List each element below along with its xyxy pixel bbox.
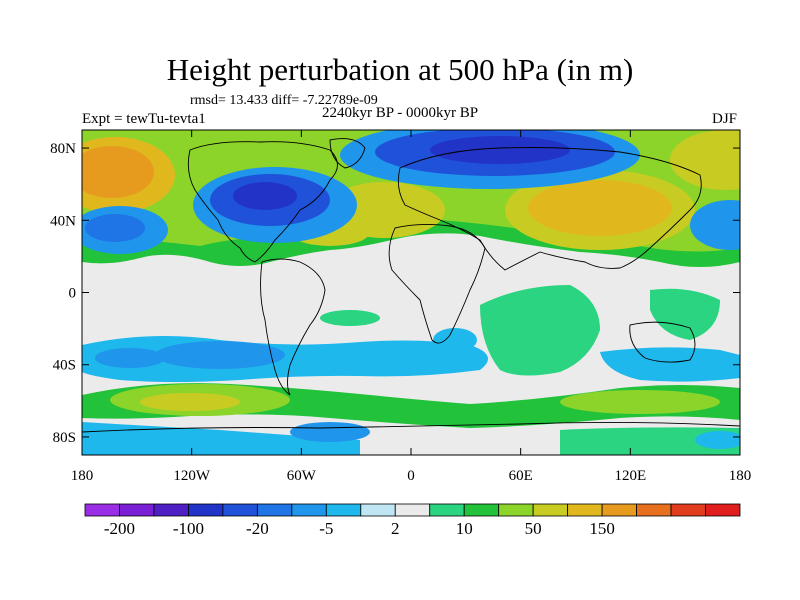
- colorbar-swatch: [429, 503, 465, 517]
- latitude-labels: 80N 40N 0 40S 80S: [50, 141, 76, 446]
- colorbar-label: -5: [319, 519, 333, 538]
- negative-region: [600, 347, 740, 382]
- colorbar-label: 50: [525, 519, 542, 538]
- negative-region: [695, 431, 740, 449]
- positive-region: [650, 288, 720, 340]
- contour-field: [82, 130, 740, 455]
- positive-region: [560, 427, 740, 455]
- colorbar-swatch: [188, 503, 224, 517]
- australia-outline: [629, 321, 696, 363]
- colorbar-label: -200: [104, 519, 135, 538]
- lon-label: 120E: [614, 468, 646, 484]
- colorbar-label: 10: [456, 519, 473, 538]
- greenland-outline: [329, 138, 366, 169]
- colorbar-swatch: [222, 503, 258, 517]
- colorbar-swatch: [601, 503, 637, 517]
- colorbar-swatch: [567, 503, 603, 517]
- negative-region: [155, 341, 285, 369]
- colorbar-swatch: [360, 503, 396, 517]
- colorbar-swatch: [498, 503, 534, 517]
- positive-region: [670, 130, 740, 190]
- colorbar-swatch: [394, 503, 431, 517]
- north-america-outline: [187, 141, 338, 263]
- lon-label: 180: [71, 468, 94, 484]
- positive-region: [480, 285, 600, 376]
- lat-label: 40N: [50, 213, 76, 229]
- positive-region: [528, 180, 672, 236]
- lat-label: 80N: [50, 141, 76, 157]
- lon-label: 60W: [287, 468, 317, 484]
- antarctica-coast: [82, 421, 740, 433]
- coastlines: [82, 138, 740, 433]
- colorbar-swatch: [256, 503, 293, 517]
- lon-label: 0: [407, 468, 415, 484]
- negative-region: [690, 200, 740, 250]
- lat-label: 0: [69, 286, 77, 302]
- negative-region: [82, 422, 360, 455]
- negative-region: [430, 136, 570, 164]
- colorbar-swatch: [291, 503, 327, 517]
- lon-label: 60E: [509, 468, 533, 484]
- experiment-label: Expt = tewTu-tevta1: [82, 111, 206, 127]
- south-america-outline: [260, 258, 326, 396]
- colorbar: [84, 503, 741, 517]
- negative-region: [85, 214, 145, 242]
- positive-region: [140, 393, 240, 411]
- negative-region: [290, 422, 370, 442]
- positive-region: [82, 146, 154, 198]
- lon-label: 180: [729, 468, 752, 484]
- positive-region: [320, 310, 380, 326]
- colorbar-labels: -200 -100 -20 -5 2 10 50 150: [104, 519, 615, 538]
- colorbar-swatch: [532, 503, 569, 517]
- negative-region: [95, 348, 165, 368]
- colorbar-label: 150: [589, 519, 615, 538]
- colorbar-swatch: [636, 503, 672, 517]
- colorbar-swatch: [84, 503, 120, 517]
- season-label: DJF: [712, 111, 738, 127]
- negative-region: [233, 182, 297, 210]
- colorbar-swatch: [670, 503, 706, 517]
- positive-region: [560, 390, 720, 414]
- colorbar-swatch: [119, 503, 155, 517]
- lat-label: 80S: [53, 430, 76, 446]
- colorbar-swatch: [153, 503, 189, 517]
- africa-outline: [388, 223, 486, 344]
- axis-ticks: [81, 130, 741, 455]
- lat-label: 40S: [53, 358, 76, 374]
- negative-region: [433, 328, 477, 352]
- period-label: 2240kyr BP - 0000kyr BP: [322, 105, 479, 121]
- colorbar-label: 2: [391, 519, 400, 538]
- eurasia-outline: [397, 147, 702, 271]
- colorbar-label: -20: [246, 519, 269, 538]
- colorbar-swatch: [705, 503, 741, 517]
- longitude-labels: 180 120W 60W 0 60E 120E 180: [71, 468, 752, 484]
- plot-title: Height perturbation at 500 hPa (in m): [166, 52, 634, 87]
- colorbar-label: -100: [173, 519, 204, 538]
- colorbar-swatch: [463, 503, 500, 517]
- stats-line: rmsd= 13.433 diff= -7.22789e-09: [190, 93, 378, 108]
- lon-label: 120W: [173, 468, 211, 484]
- colorbar-swatch: [325, 503, 362, 517]
